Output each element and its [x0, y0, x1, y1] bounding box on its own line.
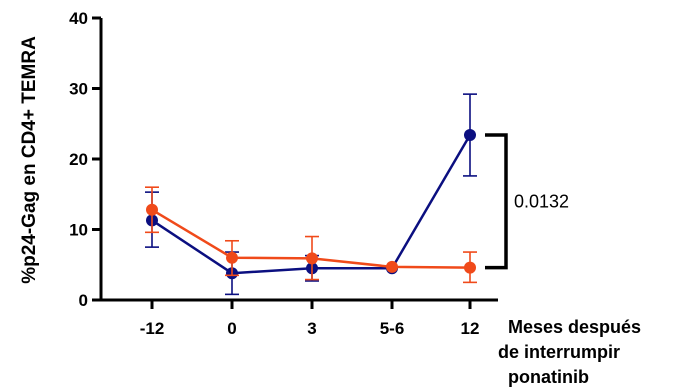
- series-layer: [145, 93, 477, 296]
- series-0-line: [151, 134, 472, 275]
- series-0: [145, 93, 477, 296]
- series-1: [145, 186, 477, 284]
- significance-bracket-0: [485, 133, 508, 270]
- y-axis-label: %p24-Gag en CD4+ TEMRA: [19, 36, 40, 284]
- axes: 0 10 20 30 40 -12 0 3 5-6 12: [69, 9, 498, 338]
- x-tick-label-4: 12: [461, 319, 480, 338]
- series-1-point-4: [464, 261, 476, 274]
- series-1-point-3: [386, 260, 398, 273]
- y-tick-label-30: 30: [69, 80, 88, 99]
- annotation-layer: 0.0132: [485, 133, 569, 270]
- y-tick-label-40: 40: [69, 9, 88, 28]
- y-tick-label-10: 10: [69, 221, 88, 240]
- y-tick-label-0: 0: [79, 291, 88, 310]
- x-tick-label-0: -12: [140, 319, 165, 338]
- y-tick-label-20: 20: [69, 150, 88, 169]
- series-1-point-0: [146, 203, 158, 216]
- x-tick-label-1: 0: [227, 319, 236, 338]
- series-0-point-4: [464, 129, 476, 142]
- x-axis-label-line-3: ponatinib: [508, 367, 589, 387]
- p-value-label-0: 0.0132: [514, 191, 569, 211]
- x-axis-label-line-1: Meses después: [508, 317, 641, 337]
- x-tick-label-3: 5-6: [380, 319, 405, 338]
- series-1-point-2: [306, 252, 318, 265]
- x-tick-label-2: 3: [307, 319, 316, 338]
- series-1-point-1: [226, 251, 238, 264]
- x-axis-label-line-2: de interrumpir: [498, 342, 620, 362]
